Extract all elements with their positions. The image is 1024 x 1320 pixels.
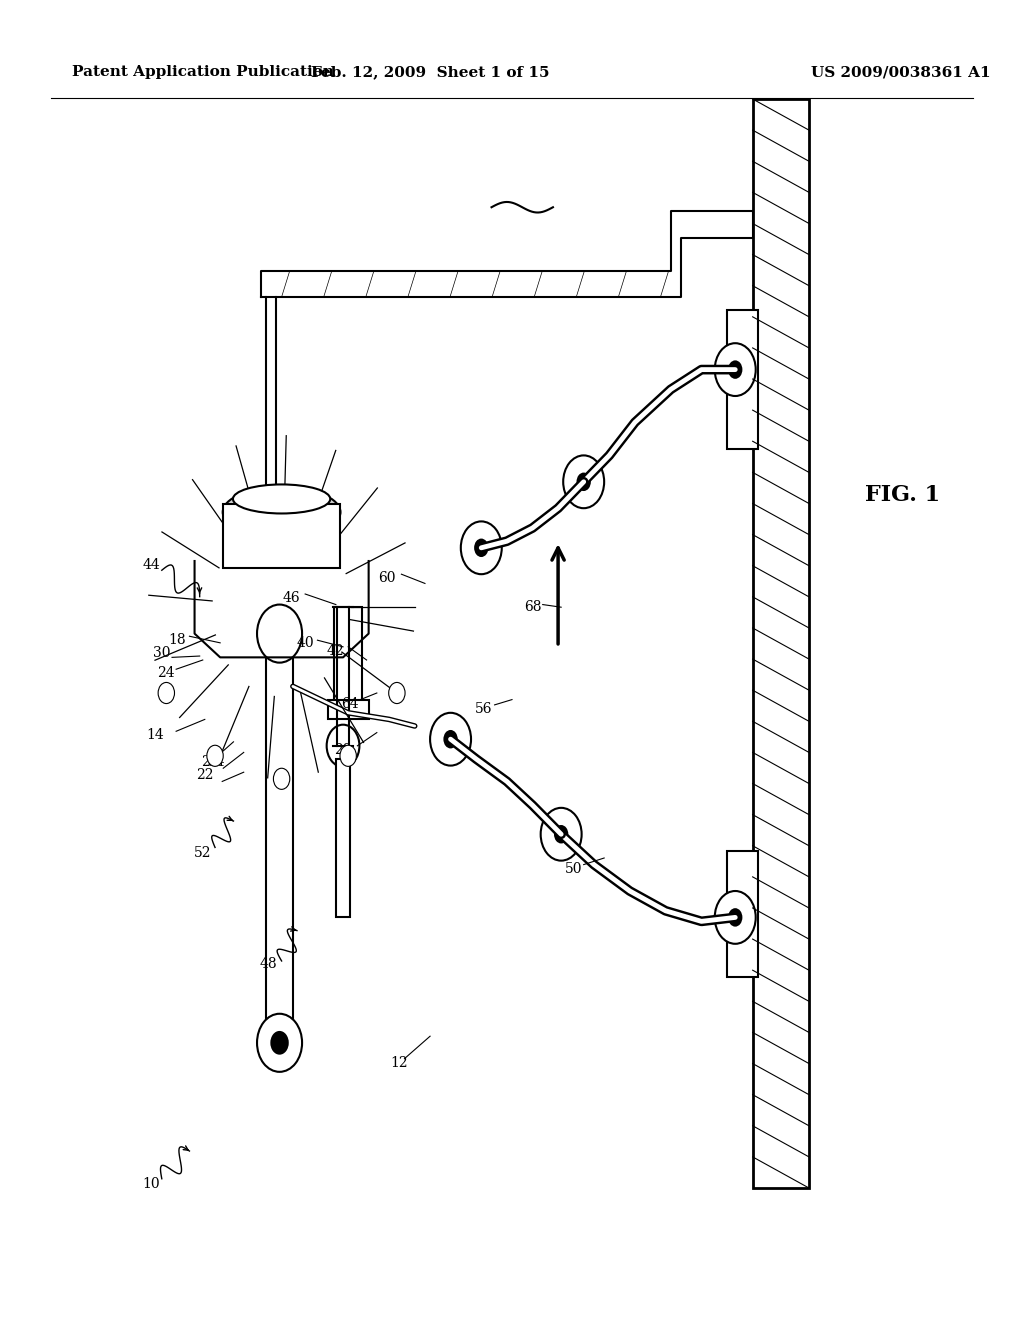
Circle shape <box>340 746 356 767</box>
Circle shape <box>257 605 302 663</box>
Circle shape <box>541 808 582 861</box>
Text: 64: 64 <box>341 697 359 710</box>
Text: 18: 18 <box>168 634 186 647</box>
Text: 68: 68 <box>523 601 542 614</box>
Circle shape <box>554 825 568 843</box>
Bar <box>334 607 362 706</box>
Text: 56: 56 <box>474 702 493 715</box>
Circle shape <box>474 539 488 557</box>
Text: Patent Application Publication: Patent Application Publication <box>72 65 334 79</box>
Circle shape <box>273 768 290 789</box>
Text: 14: 14 <box>146 729 165 742</box>
Bar <box>266 634 293 1043</box>
Text: 46: 46 <box>283 591 301 605</box>
Text: 54: 54 <box>208 755 226 768</box>
Text: 24: 24 <box>157 667 175 680</box>
Circle shape <box>563 455 604 508</box>
Text: 42: 42 <box>327 644 345 657</box>
Circle shape <box>327 725 359 767</box>
Ellipse shape <box>223 487 340 537</box>
Bar <box>727 851 758 977</box>
Text: 50: 50 <box>564 862 583 875</box>
Text: 12: 12 <box>390 1056 409 1069</box>
Text: 40: 40 <box>296 636 314 649</box>
Circle shape <box>715 891 756 944</box>
Text: 20: 20 <box>201 755 219 768</box>
Text: US 2009/0038361 A1: US 2009/0038361 A1 <box>811 65 991 79</box>
Circle shape <box>728 360 742 379</box>
Text: 60: 60 <box>378 572 396 585</box>
Text: Feb. 12, 2009  Sheet 1 of 15: Feb. 12, 2009 Sheet 1 of 15 <box>311 65 549 79</box>
Bar <box>223 504 340 568</box>
Circle shape <box>158 682 174 704</box>
Text: 44: 44 <box>142 558 161 572</box>
Text: 28: 28 <box>334 743 352 756</box>
Circle shape <box>207 746 223 767</box>
Text: 22: 22 <box>196 768 214 781</box>
Text: FIG. 1: FIG. 1 <box>865 484 940 506</box>
Circle shape <box>728 908 742 927</box>
Circle shape <box>430 713 471 766</box>
Bar <box>727 310 758 449</box>
Circle shape <box>270 1031 289 1055</box>
Ellipse shape <box>233 484 330 513</box>
Circle shape <box>461 521 502 574</box>
Circle shape <box>389 682 406 704</box>
Text: 10: 10 <box>142 1177 161 1191</box>
Circle shape <box>577 473 591 491</box>
Circle shape <box>257 1014 302 1072</box>
Circle shape <box>443 730 458 748</box>
Text: 52: 52 <box>194 846 212 859</box>
Text: 48: 48 <box>259 957 278 970</box>
Bar <box>753 99 809 1188</box>
Text: 30: 30 <box>153 647 171 660</box>
Circle shape <box>715 343 756 396</box>
Bar <box>328 700 369 719</box>
Bar <box>336 759 350 917</box>
